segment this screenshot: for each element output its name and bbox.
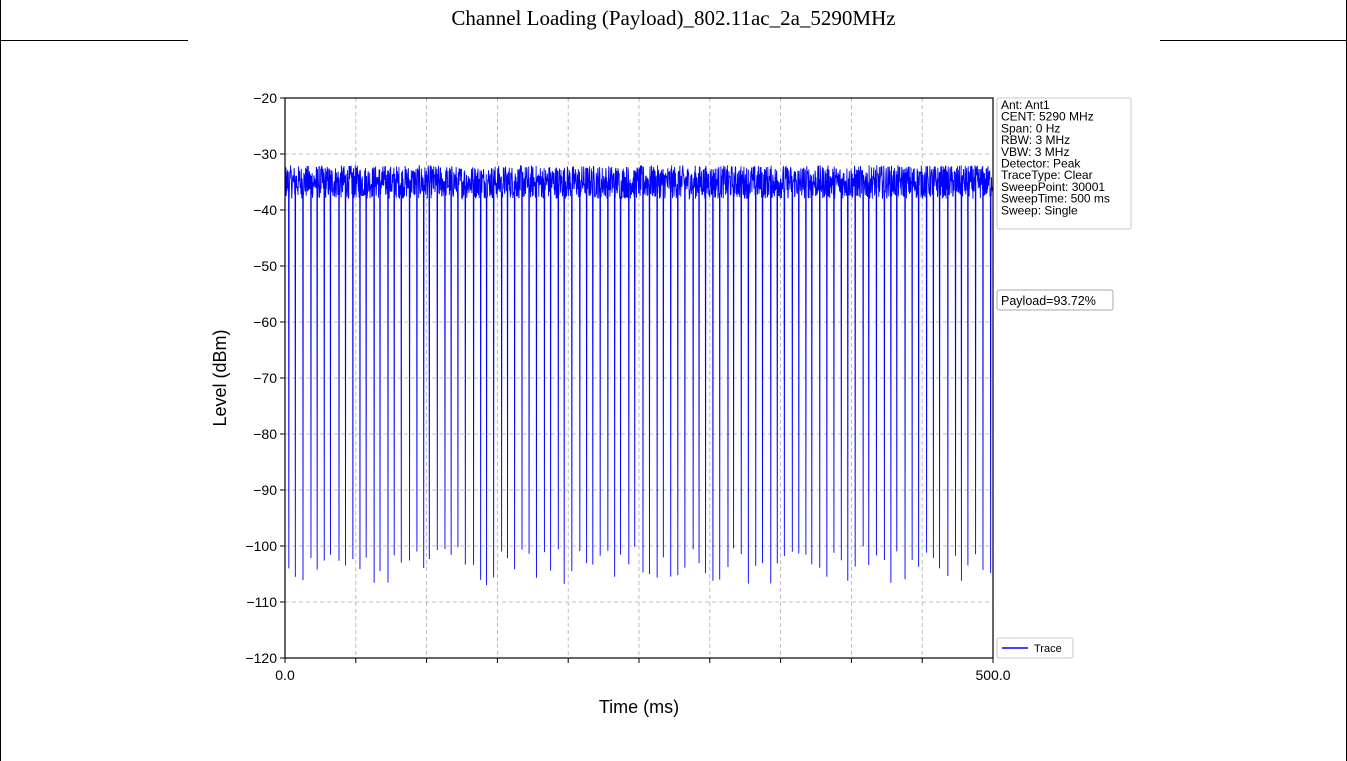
y-tick-label: −100 xyxy=(245,538,277,554)
y-tick-label: −40 xyxy=(253,202,277,218)
y-tick-label: −80 xyxy=(253,426,277,442)
x-tick-label: 500.0 xyxy=(975,667,1010,683)
trace-series xyxy=(285,165,993,585)
y-tick-label: −90 xyxy=(253,482,277,498)
y-tick-label: −70 xyxy=(253,370,277,386)
y-tick-label: −30 xyxy=(253,146,277,162)
y-axis-label: Level (dBm) xyxy=(210,329,230,426)
y-tick-label: −120 xyxy=(245,650,277,666)
y-tick-label: −50 xyxy=(253,258,277,274)
trace-line xyxy=(285,165,993,585)
y-tick-label: −110 xyxy=(247,594,278,610)
y-tick-label: −20 xyxy=(253,90,277,106)
info-line: Sweep: Single xyxy=(1001,203,1078,217)
legend: Trace xyxy=(997,638,1073,658)
payload-text: Payload=93.72% xyxy=(1001,294,1096,308)
legend-label: Trace xyxy=(1034,643,1062,655)
payload-annotation: Payload=93.72% xyxy=(997,290,1113,310)
x-axis-label: Time (ms) xyxy=(599,697,679,717)
x-tick-label: 0.0 xyxy=(275,667,295,683)
y-tick-label: −60 xyxy=(253,314,277,330)
